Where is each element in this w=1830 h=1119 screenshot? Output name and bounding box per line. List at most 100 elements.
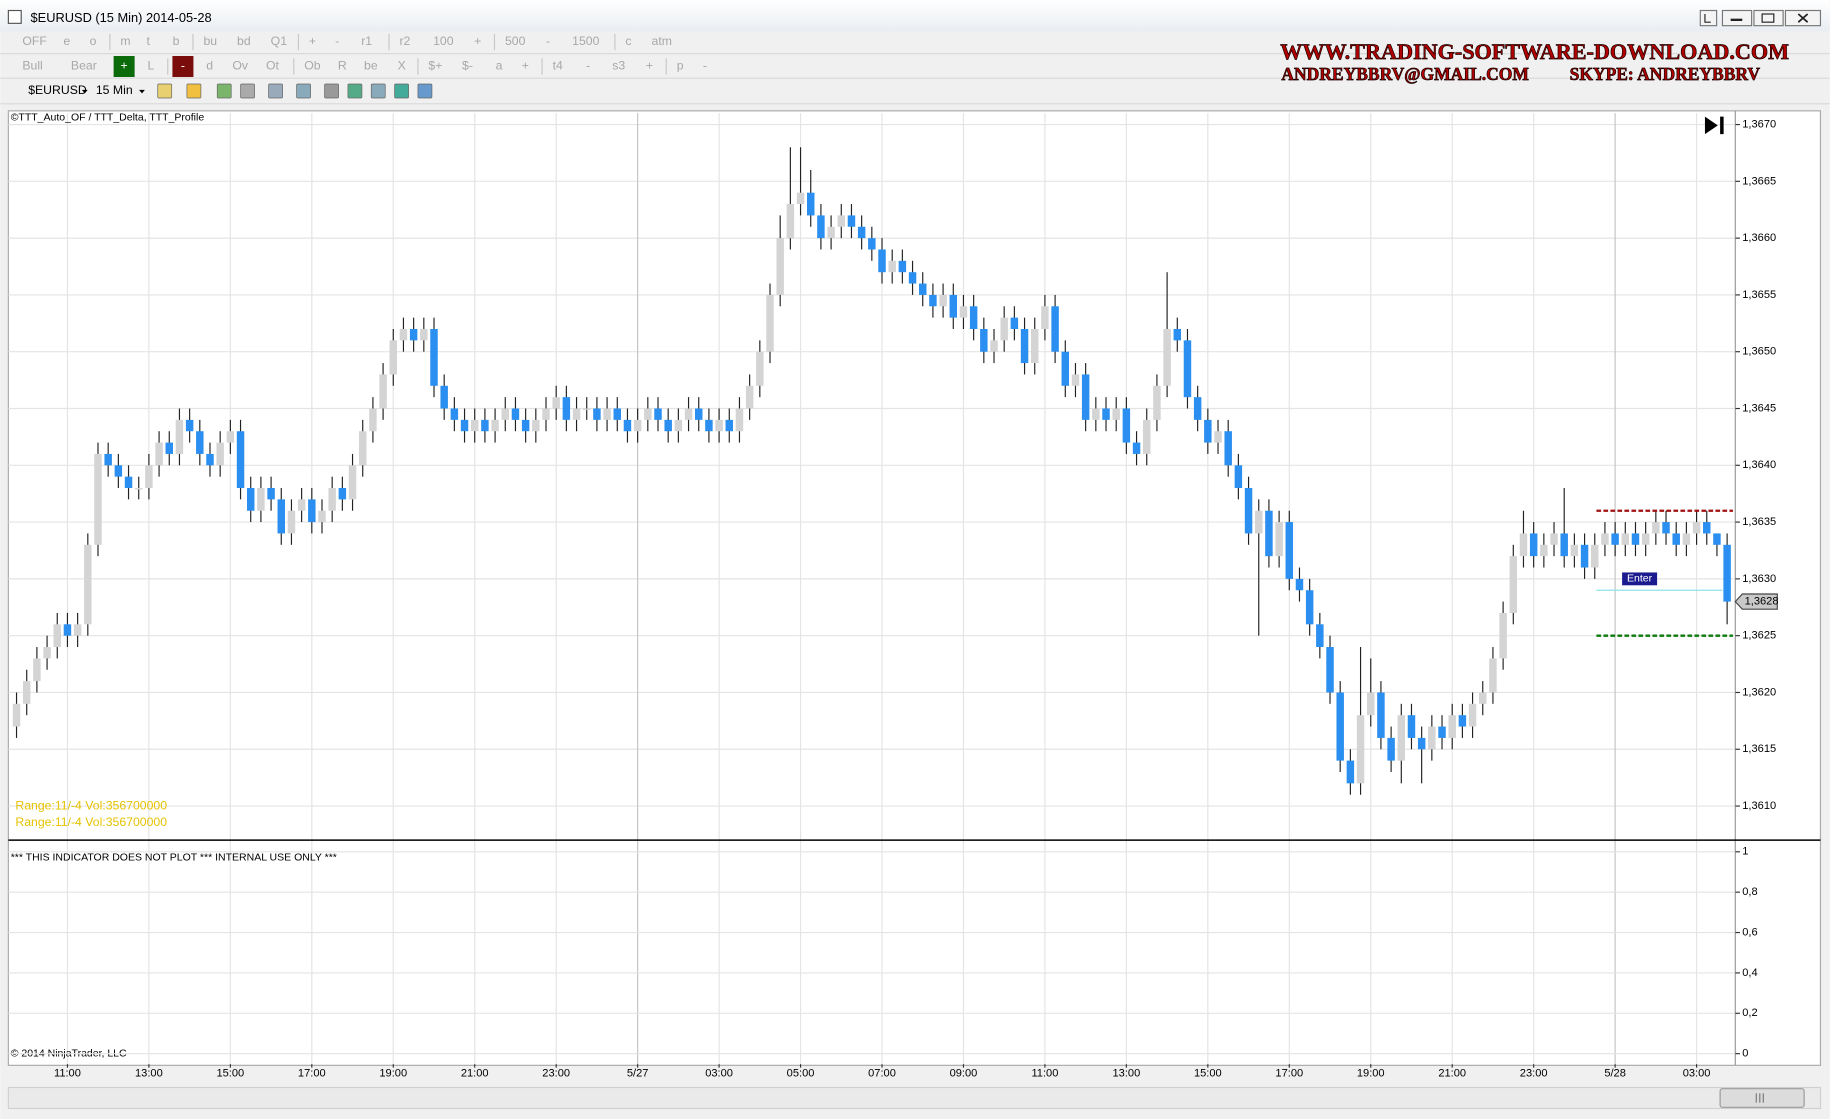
x-tick-label: 03:00 <box>1683 1067 1711 1079</box>
toolbar-button[interactable]: $+ <box>428 59 442 73</box>
candle-body <box>440 385 448 409</box>
dropdown-arrow <box>81 89 88 94</box>
toolbar-button[interactable]: be <box>364 59 378 73</box>
candle-body <box>705 419 713 432</box>
candle-body <box>1356 715 1365 784</box>
toolbar-button[interactable]: X <box>398 59 406 73</box>
x-tick-label: 17:00 <box>1275 1067 1303 1079</box>
toolbar-button[interactable]: o <box>90 34 97 48</box>
candle-body <box>491 419 499 432</box>
toolbar-button[interactable]: + <box>121 59 128 73</box>
toolbar-button[interactable]: 100 <box>433 34 454 48</box>
toolbar-button[interactable]: m <box>120 34 130 48</box>
toolbar-button[interactable]: r1 <box>361 34 372 48</box>
candle-body <box>847 215 856 227</box>
window-buttons <box>1699 9 1822 27</box>
toolbar-button[interactable]: Bull <box>22 59 42 73</box>
toolbar-button[interactable]: OFF <box>22 34 47 48</box>
toolbar-button[interactable]: - <box>335 34 339 48</box>
candle-body <box>43 647 51 659</box>
toolbar-icon[interactable] <box>157 83 173 99</box>
candle-body <box>1713 533 1721 545</box>
candle-body <box>1438 726 1446 738</box>
toolbar-button[interactable]: 500 <box>505 34 526 48</box>
toolbar-button[interactable]: Ot <box>266 59 280 73</box>
toolbar-icon[interactable] <box>394 83 409 99</box>
last-price-marker <box>1734 593 1778 610</box>
toolbar-button[interactable]: - <box>546 34 550 48</box>
candle-body <box>369 408 377 432</box>
x-tick-label: 5/28 <box>1604 1067 1626 1079</box>
toolbar-button[interactable]: + <box>309 34 316 48</box>
toolbar-icon[interactable] <box>296 83 311 99</box>
candle-body <box>134 488 143 490</box>
maximize-button[interactable] <box>1753 9 1784 27</box>
toolbar-icon[interactable] <box>268 83 283 99</box>
candle-body <box>1641 533 1650 545</box>
toolbar-button[interactable]: - <box>586 59 590 73</box>
toolbar-button[interactable]: s3 <box>612 59 625 73</box>
toolbar-button[interactable]: atm <box>652 34 672 48</box>
x-tick-label: 21:00 <box>461 1067 489 1079</box>
toolbar-button[interactable]: bu <box>203 34 217 48</box>
candle-body <box>12 703 21 727</box>
range-label: Range:11/-4 Vol:356700000 <box>15 815 167 829</box>
toolbar-button[interactable]: Bear <box>71 59 97 73</box>
toolbar-button[interactable]: p <box>677 59 684 73</box>
toolbar-icon[interactable] <box>347 83 363 99</box>
x-tick-label: 23:00 <box>542 1067 570 1079</box>
toolbar-button[interactable]: r2 <box>399 34 410 48</box>
toolbar-icon[interactable] <box>240 83 255 99</box>
x-tick-label: 03:00 <box>705 1067 733 1079</box>
interval-selector[interactable]: 15 Min <box>96 83 133 97</box>
candle-body <box>84 544 92 625</box>
toolbar-button[interactable]: t4 <box>553 59 563 73</box>
toolbar-button[interactable]: R <box>338 59 347 73</box>
toolbar-button[interactable]: c <box>625 34 631 48</box>
toolbar-button[interactable]: Ob <box>304 59 321 73</box>
toolbar-button[interactable]: Ov <box>232 59 249 73</box>
toolbar-button[interactable]: b <box>173 34 180 48</box>
toolbar-icon[interactable] <box>324 83 339 99</box>
candle-body <box>1153 385 1161 420</box>
watermark-email: ANDREYBBRV@GMAIL.COM <box>1281 64 1529 84</box>
candle-body <box>236 431 245 489</box>
toolbar-button[interactable]: a <box>496 59 503 73</box>
toolbar-button[interactable]: + <box>522 59 529 73</box>
y-tick-label: 1,3630 <box>1742 573 1776 585</box>
scrollbar-thumb[interactable] <box>1719 1088 1805 1108</box>
toolbar-button[interactable]: bd <box>237 34 251 48</box>
toolbar-icon[interactable] <box>370 83 386 99</box>
candle-body <box>338 488 347 500</box>
toolbar-button[interactable]: e <box>63 34 70 48</box>
candle-body <box>532 419 540 432</box>
scroll-to-end-icon[interactable] <box>1704 116 1724 135</box>
toolbar-button[interactable]: + <box>474 34 481 48</box>
toolbar-button[interactable]: + <box>646 59 653 73</box>
candle-body <box>308 499 316 523</box>
minimize-button[interactable] <box>1721 9 1753 27</box>
toolbar-button[interactable]: t <box>147 34 151 48</box>
entry-label: Enter <box>1627 573 1653 585</box>
toolbar-button[interactable]: d <box>206 59 213 73</box>
candle-body <box>1000 317 1008 341</box>
toolbar-icon[interactable] <box>417 83 433 99</box>
instrument-selector[interactable]: $EURUSD <box>28 83 87 97</box>
y-tick-label: 0,8 <box>1742 886 1757 898</box>
candle-body <box>644 408 652 420</box>
candle-body <box>1489 658 1497 693</box>
toolbar-color-button[interactable] <box>113 56 135 78</box>
toolbar-button[interactable]: - <box>703 59 707 73</box>
candle-body <box>348 465 357 500</box>
toolbar-button[interactable]: L <box>147 59 154 73</box>
link-button[interactable] <box>1699 9 1718 27</box>
toolbar-icon[interactable] <box>186 83 202 99</box>
toolbar-button[interactable]: Q1 <box>271 34 288 48</box>
toolbar-button[interactable]: $- <box>462 59 473 73</box>
toolbar-button[interactable]: 1500 <box>572 34 599 48</box>
toolbar-icon[interactable] <box>216 83 232 99</box>
x-tick-label: 15:00 <box>216 1067 244 1079</box>
toolbar-button[interactable]: - <box>181 59 185 73</box>
scrollbar-track[interactable] <box>7 1086 1822 1110</box>
toolbar-color-button[interactable] <box>172 56 194 78</box>
